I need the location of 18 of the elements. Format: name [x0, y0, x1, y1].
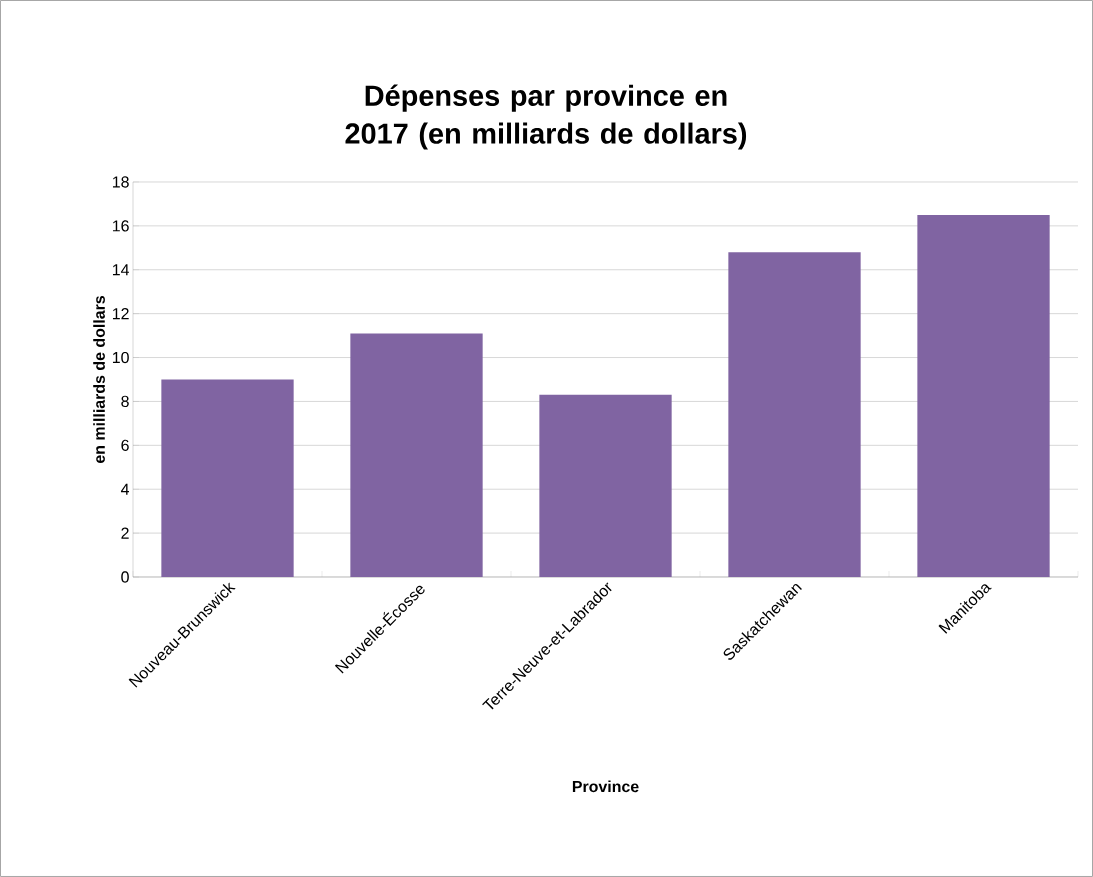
y-tick-label: 18: [112, 176, 129, 188]
bar: [161, 379, 294, 577]
y-tick-label: 6: [121, 439, 129, 451]
y-tick-label: 14: [112, 264, 130, 276]
y-tick-label: 0: [121, 571, 129, 583]
x-axis-title: Province: [572, 780, 639, 793]
y-tick-label: 4: [120, 483, 130, 495]
bar: [539, 394, 672, 577]
bar: [917, 214, 1050, 577]
y-tick-label: 12: [112, 308, 129, 320]
y-tick-label: 8: [121, 395, 129, 408]
y-tick-label: 16: [112, 220, 129, 232]
chart-title: Dépenses par province en 2017 (en milliards de dollars): [345, 84, 747, 150]
y-tick-label: 2: [121, 527, 129, 539]
y-tick-label: 10: [112, 351, 129, 364]
bar: [350, 333, 483, 577]
bar: [728, 252, 861, 577]
y-axis-title: en milliards de dollars: [93, 295, 105, 464]
